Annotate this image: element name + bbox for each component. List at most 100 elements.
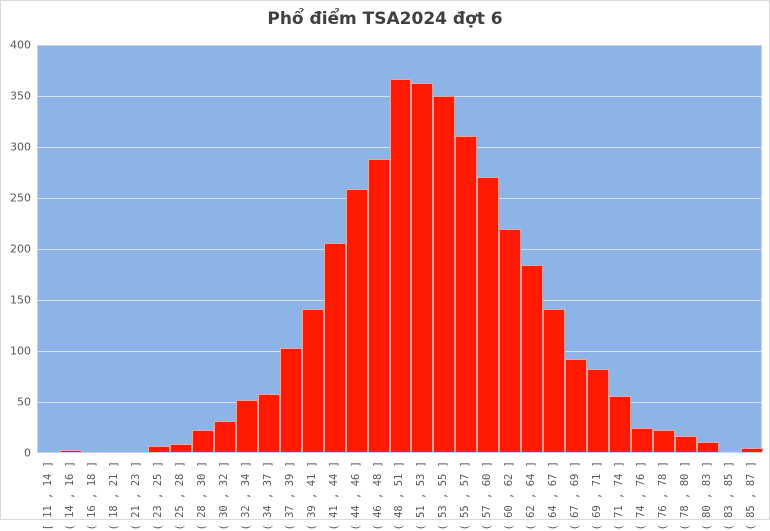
histogram-bar [411, 82, 434, 452]
x-tick-label: ( 76 , 78 ] [657, 461, 670, 531]
x-tick: ( 62 , 64 ] [520, 461, 542, 531]
x-tick-label: [ 11 , 14 ] [41, 461, 54, 531]
x-tick-label: ( 34 , 37 ] [261, 461, 274, 531]
x-tick-label: ( 85 , 87 ] [745, 461, 757, 531]
histogram-bar [147, 445, 170, 452]
histogram-bar [433, 96, 456, 452]
histogram-bar [609, 395, 632, 452]
y-tick-label: 400 [10, 38, 31, 52]
x-tick: ( 57 , 60 ] [476, 461, 498, 531]
histogram-bar [257, 393, 280, 452]
x-tick-label: ( 23 , 25 ] [151, 461, 164, 531]
y-tick-label: 350 [10, 89, 31, 103]
histogram-bar [389, 78, 412, 452]
x-tick: ( 25 , 28 ] [169, 461, 191, 531]
x-tick: ( 67 , 69 ] [564, 461, 586, 531]
x-tick-label: ( 21 , 23 ] [129, 461, 142, 531]
x-tick: ( 53 , 55 ] [432, 461, 454, 531]
histogram-bar [697, 441, 720, 452]
x-tick: ( 48 , 51 ] [389, 461, 411, 531]
histogram-bar [191, 429, 214, 452]
histogram-bar [675, 435, 698, 452]
x-tick: ( 16 , 18 ] [81, 461, 103, 531]
x-tick-label: ( 39 , 41 ] [305, 461, 318, 531]
histogram-bar [323, 242, 346, 452]
x-tick-label: ( 41 , 44 ] [327, 461, 340, 531]
x-tick: ( 32 , 34 ] [235, 461, 257, 531]
x-tick: ( 44 , 46 ] [345, 461, 367, 531]
y-tick-label: 250 [10, 191, 31, 205]
x-tick: [ 11 , 14 ] [37, 461, 59, 531]
x-tick-label: ( 80 , 83 ] [701, 461, 714, 531]
x-tick: ( 39 , 41 ] [301, 461, 323, 531]
histogram-bar [345, 188, 368, 452]
histogram-bar [653, 429, 676, 452]
histogram-bar [521, 265, 544, 452]
histogram-bar [477, 176, 500, 452]
x-tick-label: ( 46 , 48 ] [371, 461, 384, 531]
histogram-bar [499, 228, 522, 452]
histogram-bar [213, 421, 236, 452]
x-tick: ( 83 , 85 ] [718, 461, 740, 531]
x-tick-label: ( 69 , 71 ] [591, 461, 604, 531]
x-tick-label: ( 14 , 16 ] [63, 461, 76, 531]
y-tick-label: 100 [10, 344, 31, 358]
histogram-bar [301, 309, 324, 452]
y-tick-label: 300 [10, 140, 31, 154]
x-tick: ( 21 , 23 ] [125, 461, 147, 531]
histogram-bar [587, 369, 610, 452]
x-tick: ( 37 , 39 ] [279, 461, 301, 531]
histogram-bar [543, 309, 566, 452]
x-tick-label: ( 30 , 32 ] [217, 461, 230, 531]
x-tick-label: ( 67 , 69 ] [569, 461, 582, 531]
x-tick: ( 64 , 67 ] [542, 461, 564, 531]
histogram-bar [169, 443, 192, 452]
histogram-bar [719, 450, 742, 452]
x-tick: ( 85 , 87 ] [740, 461, 762, 531]
x-tick: ( 34 , 37 ] [257, 461, 279, 531]
x-tick-label: ( 28 , 30 ] [195, 461, 208, 531]
y-tick-label: 0 [24, 446, 31, 460]
x-tick-label: ( 25 , 28 ] [173, 461, 186, 531]
x-tick-label: ( 83 , 85 ] [723, 461, 736, 531]
x-tick: ( 46 , 48 ] [367, 461, 389, 531]
x-tick-label: ( 60 , 62 ] [503, 461, 516, 531]
x-tick: ( 30 , 32 ] [213, 461, 235, 531]
histogram-bar [565, 359, 588, 452]
histogram-bar [235, 399, 258, 452]
x-tick-label: ( 16 , 18 ] [85, 461, 98, 531]
y-tick-label: 200 [10, 242, 31, 256]
y-tick-label: 150 [10, 293, 31, 307]
x-tick: ( 14 , 16 ] [59, 461, 81, 531]
x-tick: ( 55 , 57 ] [454, 461, 476, 531]
x-tick: ( 23 , 25 ] [147, 461, 169, 531]
x-tick-label: ( 62 , 64 ] [525, 461, 538, 531]
x-tick: ( 74 , 76 ] [630, 461, 652, 531]
plot-area [37, 45, 763, 453]
x-tick: ( 80 , 83 ] [696, 461, 718, 531]
x-tick-label: ( 53 , 55 ] [437, 461, 450, 531]
x-tick-label: ( 51 , 53 ] [415, 461, 428, 531]
histogram-bar [279, 347, 302, 452]
x-tick: ( 28 , 30 ] [191, 461, 213, 531]
x-tick: ( 18 , 21 ] [103, 461, 125, 531]
x-tick-label: ( 48 , 51 ] [393, 461, 406, 531]
x-tick-label: ( 18 , 21 ] [107, 461, 120, 531]
y-tick-label: 50 [17, 395, 31, 409]
x-tick: ( 60 , 62 ] [498, 461, 520, 531]
x-tick-label: ( 32 , 34 ] [239, 461, 252, 531]
x-tick: ( 78 , 80 ] [674, 461, 696, 531]
x-tick-label: ( 44 , 46 ] [349, 461, 362, 531]
x-tick-label: ( 64 , 67 ] [547, 461, 560, 531]
histogram-bar [455, 135, 478, 452]
x-tick-label: ( 78 , 80 ] [679, 461, 692, 531]
x-tick-label: ( 57 , 60 ] [481, 461, 494, 531]
histogram-bar [367, 159, 390, 452]
x-tick: ( 71 , 74 ] [608, 461, 630, 531]
x-tick-label: ( 55 , 57 ] [459, 461, 472, 531]
x-tick: ( 41 , 44 ] [323, 461, 345, 531]
histogram-bar [741, 447, 763, 452]
x-tick-label: ( 74 , 76 ] [635, 461, 648, 531]
histogram-bar [631, 427, 654, 452]
